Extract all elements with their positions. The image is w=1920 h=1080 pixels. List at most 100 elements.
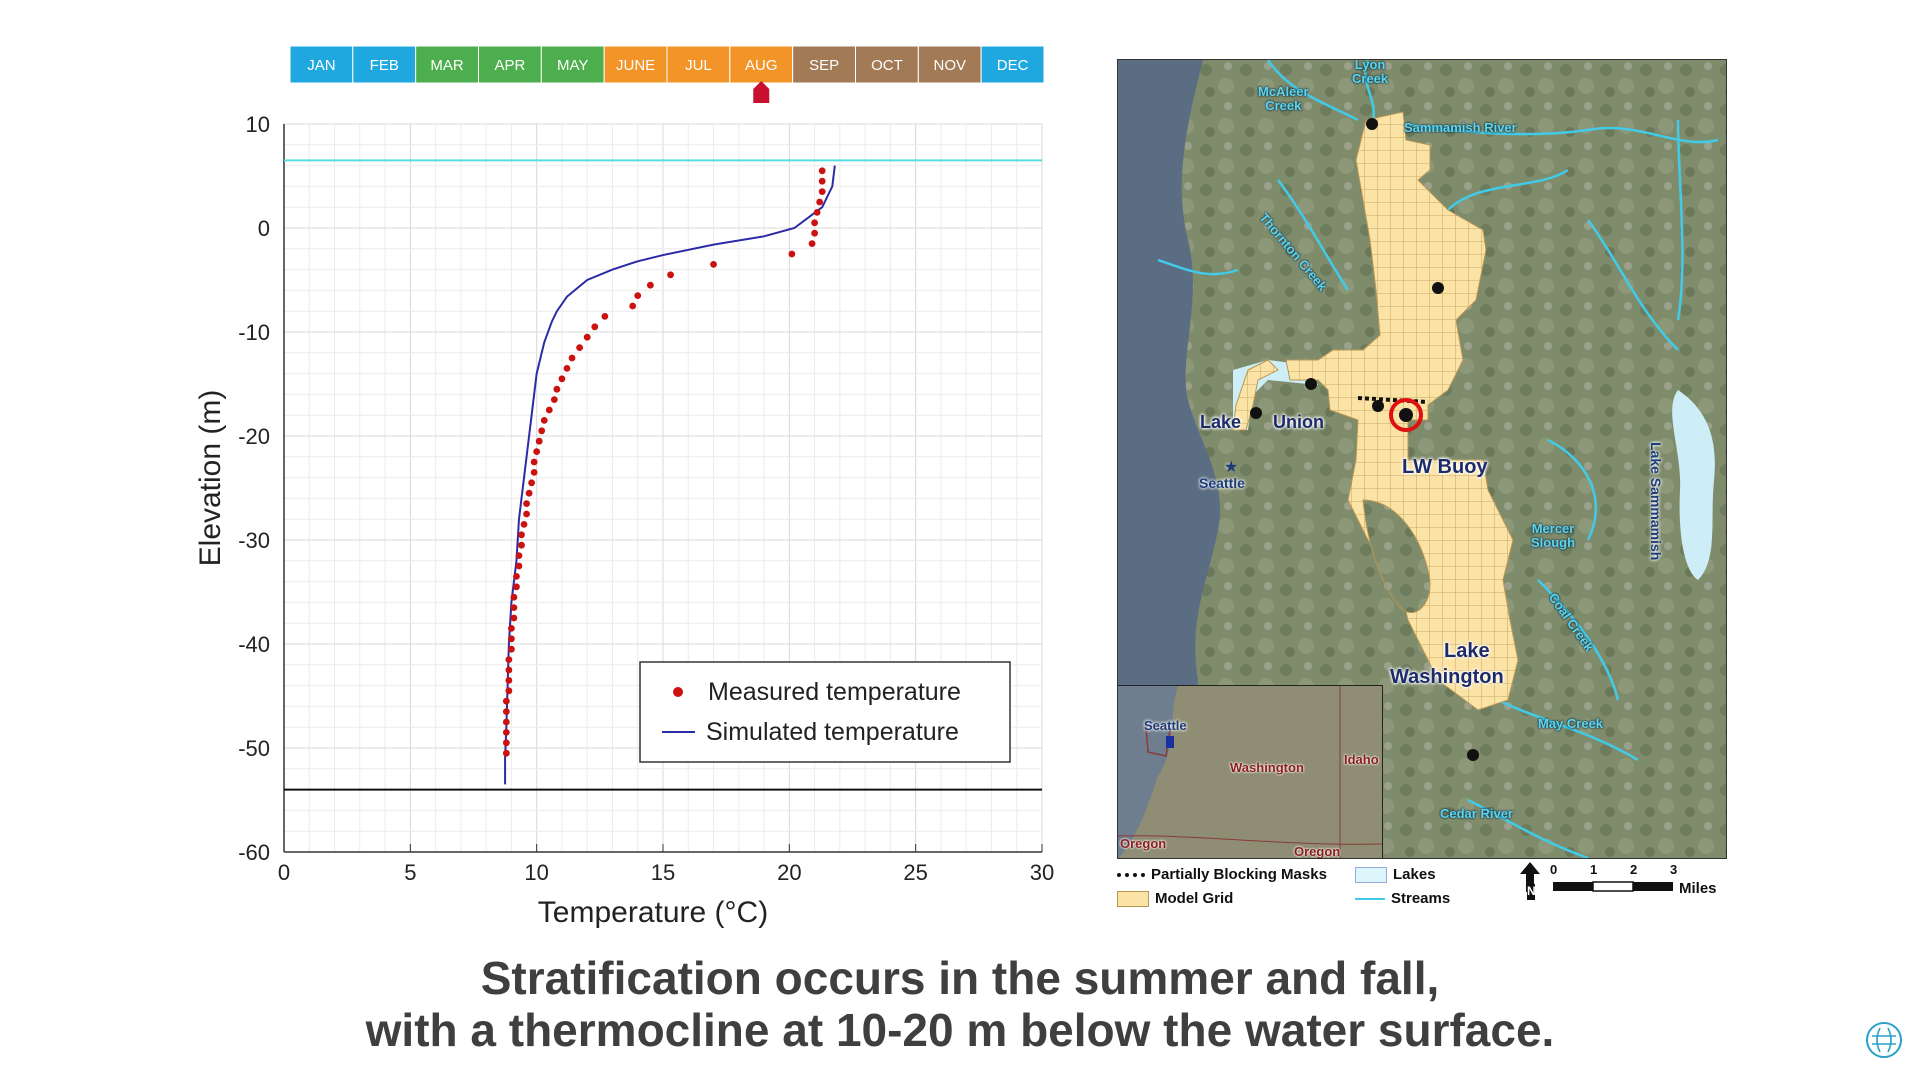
label-mcaleer-creek: McAleer Creek	[1258, 84, 1309, 113]
x-tick-label: 0	[278, 860, 290, 885]
label-seattle: Seattle	[1199, 475, 1245, 491]
measured-temperature-point	[502, 729, 510, 736]
measured-temperature-point	[525, 489, 533, 497]
x-axis-title: Temperature (°C)	[538, 896, 768, 929]
month-label-june: JUNE	[616, 57, 655, 74]
measured-temperature-point	[811, 219, 818, 227]
label-lake-sammamish: Lake Sammamish	[1648, 442, 1664, 561]
scale-tick-0: 0	[1550, 862, 1558, 877]
x-tick-label: 20	[777, 860, 801, 885]
mercer-island	[1362, 499, 1431, 613]
month-cell-sep	[792, 45, 857, 84]
measured-temperature-point	[563, 365, 571, 372]
label-lake-washington-1: Lake	[1444, 640, 1490, 662]
map-legend: Partially Blocking Masks Model Grid Lake…	[1113, 862, 1733, 912]
measured-temperature-point	[508, 635, 515, 643]
caption-line-1: Stratification occurs in the summer and …	[480, 952, 1440, 1004]
month-label-oct: OCT	[871, 57, 903, 74]
measured-temperature-point	[505, 687, 513, 695]
measured-temperature-point	[502, 697, 510, 705]
month-cell-jan	[289, 45, 354, 84]
legend-measured-label: Measured temperature	[708, 678, 961, 706]
label-may-creek: May Creek	[1538, 716, 1604, 731]
month-cell-dec	[980, 45, 1045, 84]
monitoring-stations	[1250, 118, 1479, 761]
label-lake-washington-2: Washington	[1390, 666, 1504, 688]
month-label-nov: NOV	[933, 57, 966, 74]
measured-temperature-point	[818, 167, 826, 175]
label-sammamish-river: Sammamish River	[1404, 120, 1517, 135]
x-tick-label: 30	[1030, 860, 1054, 885]
measured-temperature-point	[540, 417, 548, 424]
month-label-apr: APR	[494, 57, 525, 74]
north-arrow-icon	[1520, 862, 1540, 892]
y-tick-label: -40	[238, 632, 270, 657]
channel-logo-icon	[1866, 1022, 1902, 1058]
caption: Stratification occurs in the summer and …	[0, 952, 1920, 1056]
month-cell-jul	[666, 45, 731, 84]
temperature-profile-chart: JAN FEB MAR APR MAY JUNE JUL AUG SEP OCT NOV DEC 0 5 1…	[190, 40, 1070, 940]
stream-swatch	[1355, 897, 1385, 900]
measured-temperature-point	[502, 749, 510, 757]
grid-swatch	[1117, 890, 1149, 907]
y-tick-label: -10	[238, 320, 270, 345]
measured-temperature-point	[533, 448, 541, 455]
measured-temperature-point	[510, 614, 518, 622]
label-lyon-creek: Lyon Creek	[1352, 59, 1389, 86]
measured-temperature-point	[530, 469, 538, 476]
legend-measured-marker	[673, 687, 683, 697]
month-label-may: MAY	[557, 57, 588, 74]
y-tick-label: 0	[258, 216, 270, 241]
legend-partially-blocking-masks: Partially Blocking Masks	[1117, 866, 1327, 883]
measured-temperature-point	[545, 406, 553, 414]
measured-temperature-point	[523, 500, 530, 507]
label-lw-buoy: LW Buoy	[1402, 456, 1488, 478]
measured-temperature-point	[808, 240, 816, 248]
month-cell-may	[540, 45, 605, 84]
streams	[1157, 60, 1719, 858]
measured-temperature-point	[629, 302, 637, 310]
month-cell-feb	[352, 45, 417, 84]
measured-temperature-point	[818, 188, 826, 196]
measured-temperature-point	[523, 510, 530, 518]
seattle-star-icon: ★	[1224, 459, 1238, 476]
y-tick-label: -20	[238, 424, 270, 449]
month-cell-june	[603, 45, 668, 84]
legend-label-lakes: Lakes	[1393, 866, 1436, 883]
lake-washington-map: ★ Lyon Creek McAleer Creek Sammamish Riv…	[1117, 59, 1727, 859]
y-tick-label: 10	[246, 112, 270, 137]
inset-svg	[1118, 686, 1382, 858]
measured-temperature-point	[634, 292, 642, 299]
measured-temperature-point	[513, 573, 520, 580]
measured-temperature-point	[667, 271, 674, 279]
legend-streams: Streams	[1355, 890, 1450, 907]
month-label-dec: DEC	[997, 57, 1029, 74]
measured-temperature-point	[513, 583, 520, 591]
measured-temperature-point	[553, 385, 561, 393]
legend-lakes: Lakes	[1355, 866, 1436, 883]
measured-temperature-point	[518, 541, 525, 549]
measured-temperature-point	[710, 261, 717, 268]
measured-temperature-point	[505, 666, 513, 674]
x-tick-label: 25	[903, 860, 927, 885]
measured-temperature-point	[502, 718, 510, 726]
inset-locator-map: Seattle Washington Idaho Oregon Oregon	[1118, 685, 1383, 859]
lake-swatch	[1355, 866, 1387, 883]
x-tick-label: 15	[651, 860, 675, 885]
scale-tick-1: 1	[1590, 862, 1598, 877]
current-month-marker	[753, 81, 770, 103]
partially-blocking-mask	[1357, 396, 1429, 404]
month-cell-mar	[415, 45, 480, 84]
legend-label-masks: Partially Blocking Masks	[1151, 866, 1327, 883]
label-lake-union-2: Union	[1273, 412, 1324, 432]
y-tick-label: -30	[238, 528, 270, 553]
label-lake-union-1: Lake	[1200, 412, 1242, 432]
month-cell-aug	[729, 45, 794, 84]
measured-temperature-point	[502, 739, 510, 747]
measured-temperature-point	[591, 323, 599, 331]
inset-label-oregon-right: Oregon	[1294, 844, 1341, 859]
legend-box	[639, 661, 1011, 763]
measured-temperature-point	[505, 677, 513, 684]
measured-temperature-point	[788, 250, 796, 258]
scale-tick-3: 3	[1670, 862, 1678, 877]
